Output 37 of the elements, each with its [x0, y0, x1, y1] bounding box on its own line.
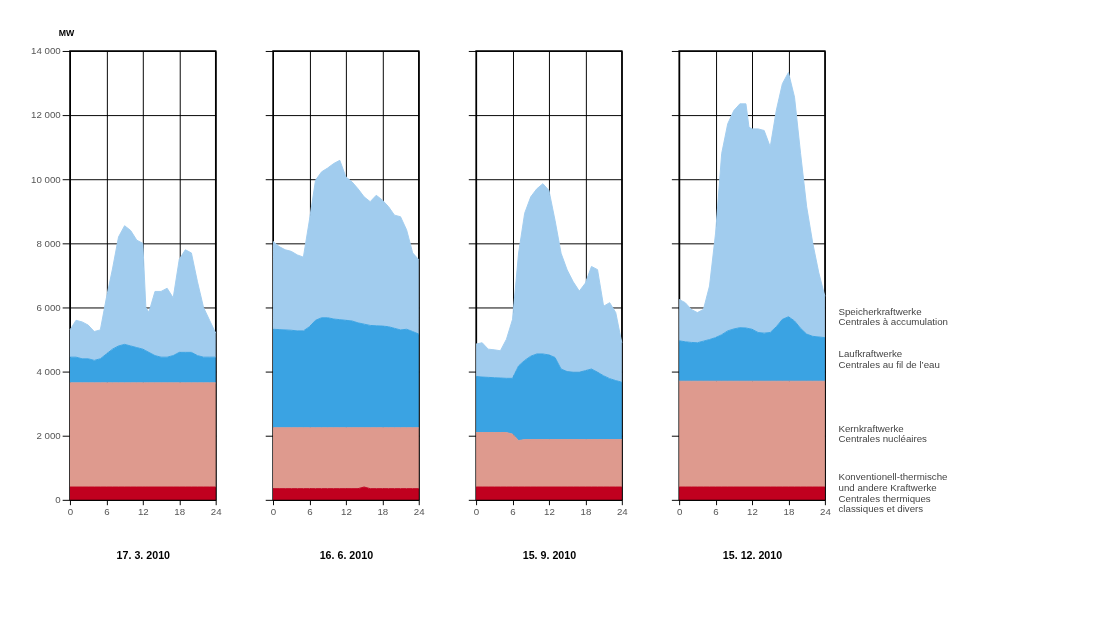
x-tick-label: 12: [544, 505, 555, 517]
x-tick-label: 24: [210, 505, 223, 517]
series-label: Speicherkraftwerke Centrales à accumulation: [838, 305, 948, 328]
x-tick-label: 12: [747, 505, 758, 517]
x-tick-label: 0: [67, 505, 74, 517]
y-tick-label: 12 000: [31, 109, 62, 121]
x-tick-label: 0: [270, 505, 277, 517]
x-tick-label: 18: [174, 505, 186, 517]
y-tick-label: 8 000: [36, 237, 62, 249]
x-axis-title: 17. 3. 2010: [116, 548, 171, 561]
x-tick-label: 24: [413, 505, 426, 517]
x-axis-title: 16. 6. 2010: [319, 548, 374, 561]
series-label: Konventionell-thermische und andere Kraftwerke Centrales thermiques classiques et divers: [838, 471, 948, 515]
x-tick-label: 6: [510, 505, 516, 517]
x-tick-label: 0: [473, 505, 480, 517]
x-tick-label: 12: [137, 505, 149, 517]
series-label: Kernkraftwerke Centrales nucléaires: [838, 422, 928, 445]
x-tick-label: 24: [616, 505, 629, 517]
y-tick-label: 4 000: [36, 366, 62, 377]
x-tick-label: 6: [307, 505, 313, 517]
x-axis-title: 15. 12. 2010: [722, 548, 783, 561]
x-tick-label: 18: [377, 505, 389, 517]
y-tick-label: 0: [55, 494, 62, 506]
x-tick-label: 18: [783, 505, 795, 517]
x-tick-label: 18: [580, 505, 592, 517]
x-tick-label: 24: [819, 505, 832, 517]
x-tick-label: 0: [676, 505, 683, 517]
x-tick-label: 12: [340, 505, 352, 517]
y-axis-title: MW: [58, 27, 76, 38]
y-tick-label: 14 000: [31, 45, 62, 57]
x-axis-title: 15. 9. 2010: [522, 548, 577, 561]
y-tick-label: 6 000: [36, 301, 62, 313]
series-label: Laufkraftwerke Centrales au fil de l’eau: [838, 347, 940, 370]
y-tick-label: 2 000: [36, 430, 62, 442]
x-tick-label: 6: [713, 505, 719, 517]
y-tick-label: 10 000: [31, 173, 62, 185]
x-tick-label: 6: [104, 505, 110, 517]
